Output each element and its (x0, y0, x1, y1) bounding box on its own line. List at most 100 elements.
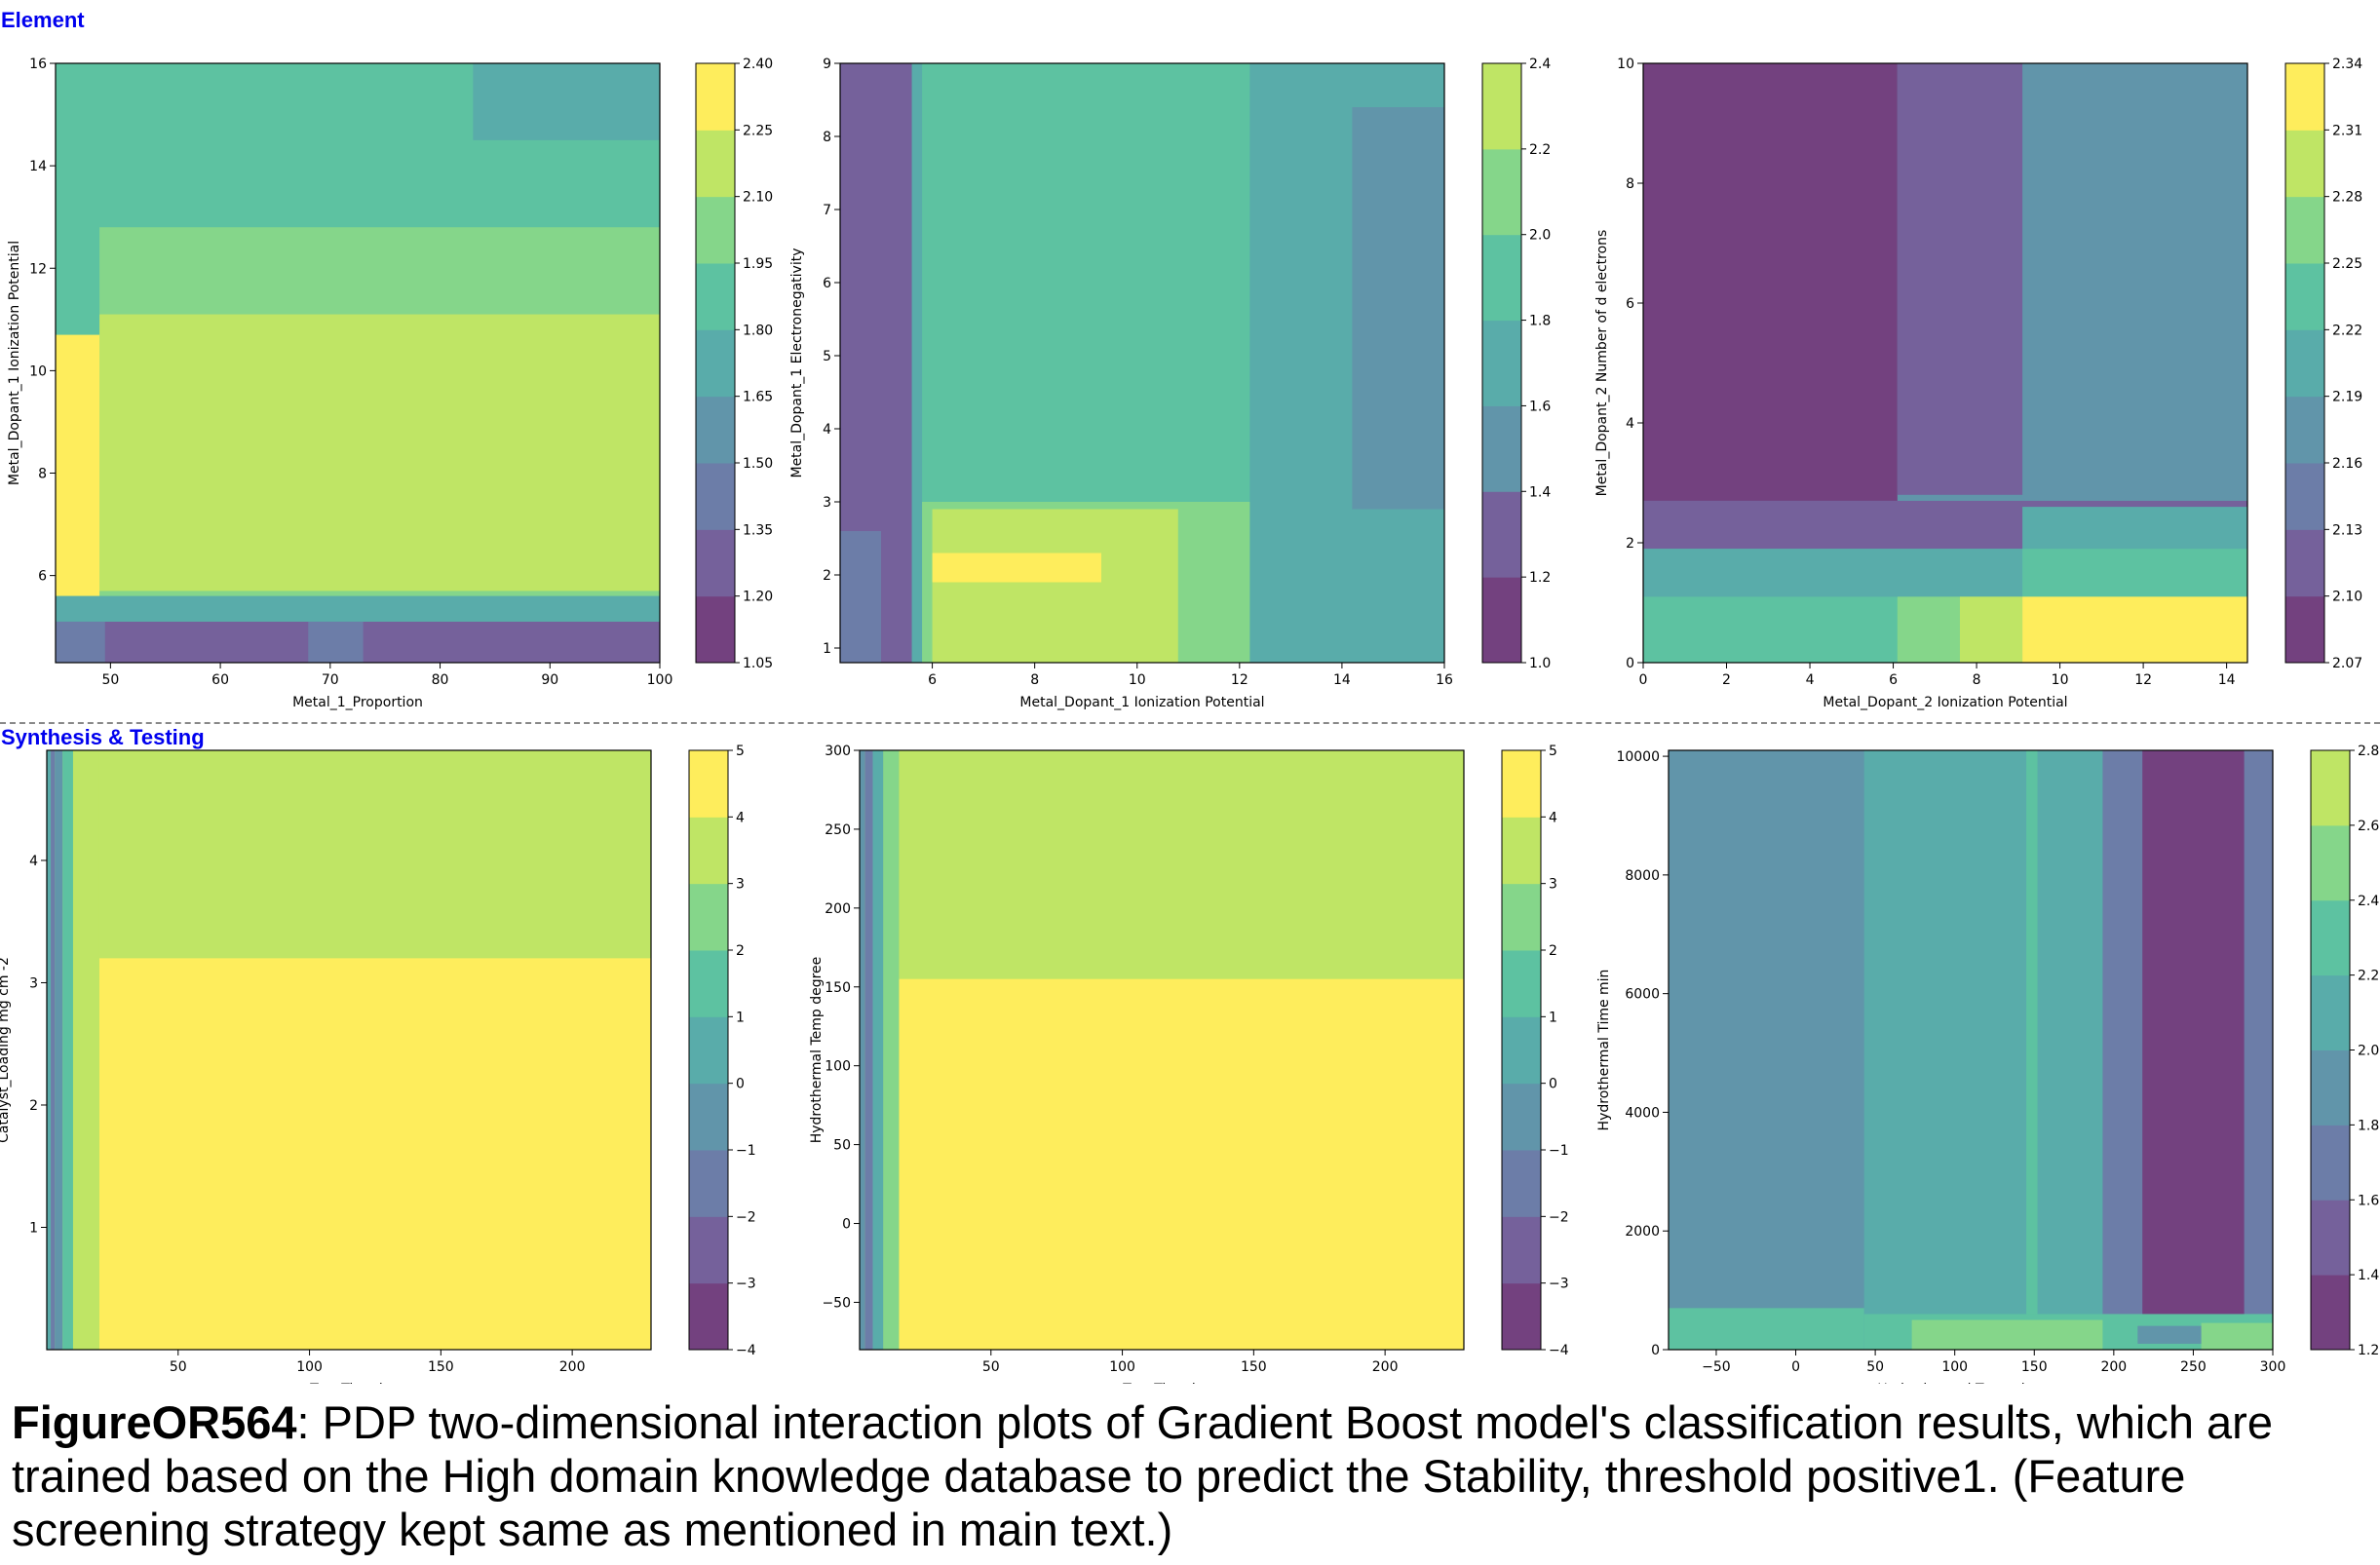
y-tick-label: 2000 (1625, 1224, 1660, 1240)
contour-region (883, 750, 900, 1350)
axes-frame (839, 62, 1445, 664)
chart-panel: −50 0 50 100 150 200 250 300 0 2000 4000 6000 8000 10… (1596, 744, 2379, 1384)
x-axis-label: Test Time h (309, 1382, 388, 1384)
colorbar-tick-label: −3 (1549, 1277, 1569, 1292)
y-tick-label: 0 (1651, 1343, 1660, 1358)
colorbar-tick-label: 2.4 (2358, 894, 2379, 909)
x-tick-label: 150 (1241, 1359, 1267, 1375)
contour-region (47, 750, 52, 1350)
colorbar-tick-label: 1.2 (1529, 570, 1551, 586)
colorbar-tick-label: 2.40 (743, 57, 773, 72)
colorbar-band (2285, 396, 2324, 464)
colorbar-band (696, 130, 735, 198)
contour-region (72, 750, 99, 1350)
y-tick-label: 10000 (1616, 749, 1660, 765)
contour-region (55, 750, 63, 1350)
y-tick-label: 5 (823, 349, 831, 364)
colorbar-band (689, 817, 728, 885)
colorbar-tick-label: 2.28 (2332, 190, 2362, 206)
colorbar-band (2285, 196, 2324, 264)
x-tick-label: 200 (2100, 1359, 2127, 1375)
colorbar-tick-label: −1 (736, 1143, 756, 1159)
colorbar-frame (1481, 62, 1522, 664)
colorbar-tick-label: 1.6 (2358, 1193, 2379, 1208)
colorbar-tick-label: 1.05 (743, 656, 773, 671)
x-tick-label: 100 (296, 1359, 323, 1375)
contour-region (2022, 549, 2247, 597)
y-tick-label: 1 (823, 641, 831, 657)
colorbar-band (2285, 263, 2324, 330)
y-tick-label: 3 (823, 495, 831, 511)
colorbar-tick-label: 1.6 (1529, 399, 1551, 414)
colorbar-band (1502, 1150, 1541, 1217)
y-tick-label: 200 (825, 901, 851, 917)
x-tick-label: 50 (170, 1359, 187, 1375)
colorbar-band (1482, 148, 1521, 236)
colorbar-tick-label: 3 (736, 877, 745, 893)
y-axis-label: Hydrothermal Time min (1596, 970, 1612, 1131)
y-tick-label: 6 (38, 569, 47, 585)
y-tick-label: 250 (825, 822, 851, 838)
heatmap-regions (840, 63, 1444, 663)
colorbar-band (2311, 974, 2350, 1050)
x-tick-label: 2 (1722, 672, 1731, 688)
colorbar-band (689, 1282, 728, 1351)
colorbar-tick-label: 1.65 (743, 390, 773, 405)
section-divider (0, 722, 2380, 724)
colorbar-tick-label: 1.80 (743, 323, 773, 338)
colorbar-tick-label: 2.10 (743, 190, 773, 206)
contour-region (56, 621, 105, 663)
colorbar-band (1482, 491, 1521, 578)
colorbar-tick-label: 1.20 (743, 590, 773, 605)
colorbar-band (689, 750, 728, 818)
colorbar-tick-label: 1.50 (743, 456, 773, 472)
x-tick-label: 6 (928, 672, 937, 688)
colorbar-band (689, 1150, 728, 1217)
x-tick-label: 90 (541, 672, 558, 688)
colorbar-band (1482, 320, 1521, 406)
y-tick-label: 4 (1626, 416, 1634, 432)
colorbar-band (1502, 817, 1541, 885)
colorbar-tick-label: 4 (1549, 810, 1557, 825)
colorbar-tick-label: 2.2 (2358, 969, 2379, 984)
axes-frame (55, 62, 661, 664)
colorbar-band (2285, 130, 2324, 198)
contour-region (840, 531, 882, 663)
colorbar-band (1502, 1083, 1541, 1151)
y-tick-label: 8 (1626, 176, 1634, 192)
colorbar-tick-label: 1.95 (743, 256, 773, 272)
colorbar-band (2311, 899, 2350, 976)
colorbar-frame (688, 749, 729, 1351)
colorbar-band (689, 1083, 728, 1151)
y-tick-label: 1 (29, 1220, 38, 1236)
x-tick-label: 200 (559, 1359, 586, 1375)
x-tick-label: 0 (1791, 1359, 1800, 1375)
x-tick-label: 100 (1941, 1359, 1968, 1375)
colorbar-band (696, 463, 735, 530)
x-axis-label: Metal_Dopant_1 Ionization Potential (1019, 695, 1264, 710)
colorbar-band (2311, 1050, 2350, 1126)
heatmap-regions (47, 750, 651, 1350)
contour-region (1643, 63, 1898, 501)
colorbar-band (1502, 750, 1541, 818)
colorbar-tick-label: 2.0 (1529, 228, 1551, 244)
colorbar-tick-label: 1.4 (1529, 484, 1551, 500)
x-tick-label: 80 (432, 672, 449, 688)
y-tick-label: 10 (1617, 57, 1634, 72)
colorbar-tick-label: −2 (736, 1209, 756, 1225)
colorbar-tick-label: 1 (736, 1010, 745, 1025)
colorbar-band (689, 950, 728, 1017)
colorbar-tick-label: 1.0 (1529, 656, 1551, 671)
x-tick-label: 4 (1806, 672, 1815, 688)
colorbar-band (2285, 463, 2324, 530)
colorbar-band (689, 1016, 728, 1085)
colorbar-band (2285, 329, 2324, 398)
colorbar-tick-label: 2.16 (2332, 456, 2362, 472)
colorbar-band (1482, 63, 1521, 150)
contour-region (62, 750, 73, 1350)
y-axis-label: Metal_Dopant_2 Number of d electrons (1594, 230, 1610, 497)
y-tick-label: 14 (29, 159, 47, 174)
colorbar-frame (1501, 749, 1542, 1351)
